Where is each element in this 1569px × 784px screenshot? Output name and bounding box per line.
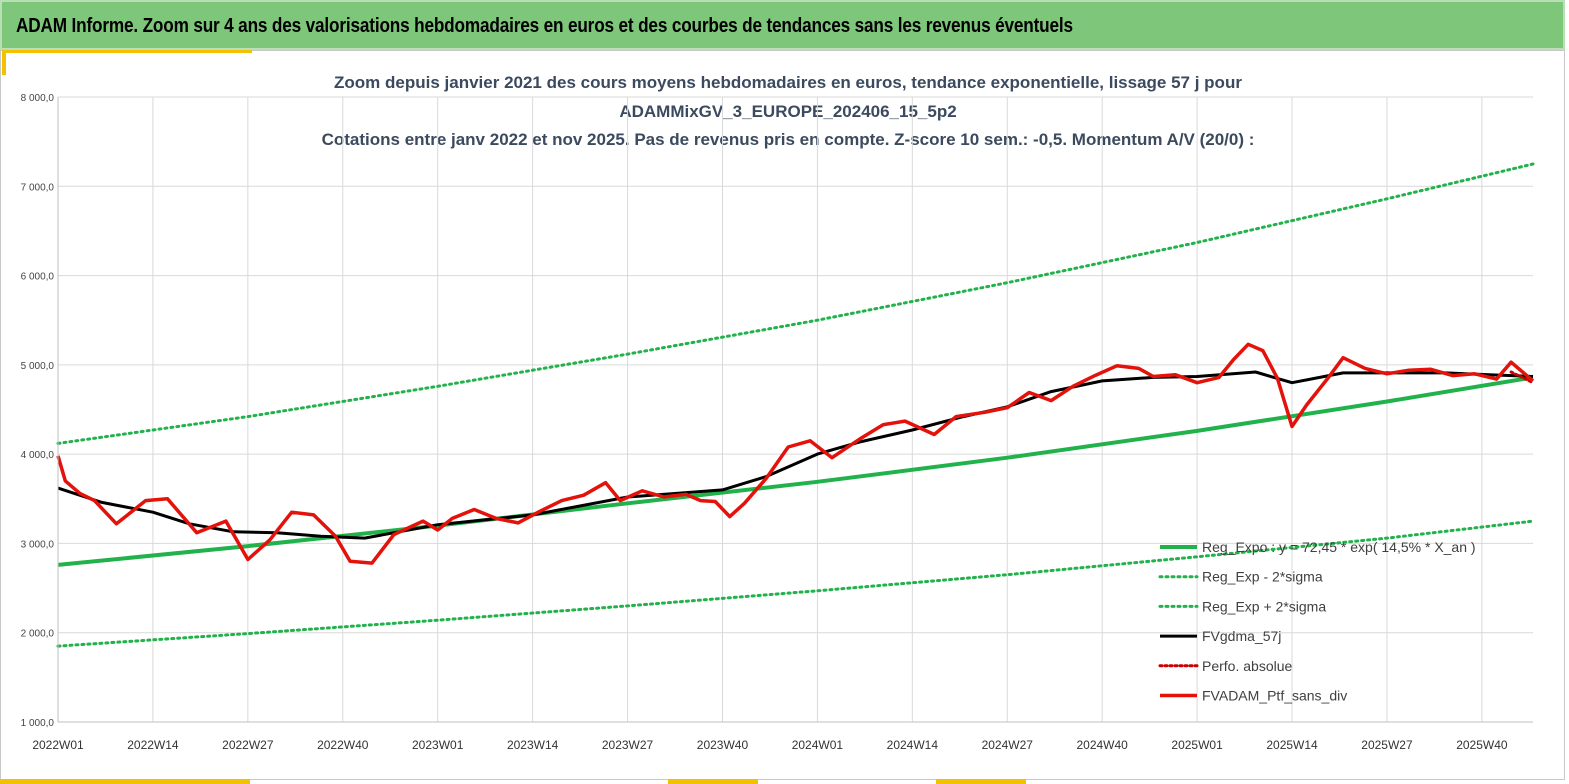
legend-label: FVgdma_57j [1202, 628, 1281, 644]
plot-area [56, 162, 1535, 648]
accent-bar-bottom-right [936, 779, 1026, 784]
page-title: ADAM Informe. Zoom sur 4 ans des valoris… [16, 15, 1073, 37]
legend-label: Perfo. absolue [1202, 658, 1292, 674]
x-tick-label: 2025W01 [1171, 738, 1223, 752]
x-tick-label: 2022W27 [222, 738, 274, 752]
y-tick-label: 2 000,0 [21, 629, 55, 640]
legend: Reg_Expo : y = 72,45 * exp( 14,5% * X_an… [1158, 539, 1476, 704]
header-bar: ADAM Informe. Zoom sur 4 ans des valoris… [0, 0, 1565, 50]
y-tick-label: 7 000,0 [21, 182, 55, 193]
x-tick-label: 2024W01 [792, 738, 844, 752]
accent-bar-bottom-mid [668, 779, 758, 784]
x-tick-label: 2023W01 [412, 738, 464, 752]
legend-label: Reg_Exp - 2*sigma [1202, 569, 1323, 585]
x-tick-label: 2023W40 [697, 738, 749, 752]
chart-title-line-3: Cotations entre janv 2022 et nov 2025. P… [322, 130, 1255, 149]
x-tick-label: 2023W27 [602, 738, 654, 752]
series-fvgdma-57j [57, 370, 1534, 540]
x-tick-label: 2025W27 [1361, 738, 1413, 752]
accent-bar-top-left [2, 50, 252, 53]
legend-label: Reg_Exp + 2*sigma [1202, 598, 1326, 614]
y-tick-label: 4 000,0 [21, 450, 55, 461]
x-tick-label: 2022W40 [317, 738, 369, 752]
grid [57, 96, 1533, 723]
series-reg-exp-plus-2sigma [56, 162, 1535, 445]
x-tick-label: 2024W27 [982, 738, 1034, 752]
legend-label: Reg_Expo : y = 72,45 * exp( 14,5% * X_an… [1202, 539, 1476, 555]
y-tick-label: 6 000,0 [21, 272, 55, 283]
y-tick-label: 8 000,0 [21, 93, 55, 104]
legend-label: FVADAM_Ptf_sans_div [1202, 688, 1347, 704]
y-tick-label: 3 000,0 [21, 539, 55, 550]
series-reg-exp-minus-2sigma [56, 519, 1535, 648]
x-tick-label: 2024W40 [1076, 738, 1128, 752]
x-tick-label: 2024W14 [887, 738, 939, 752]
chart-title: Zoom depuis janvier 2021 des cours moyen… [322, 73, 1255, 149]
accent-bar-left [2, 50, 6, 75]
x-tick-label: 2023W14 [507, 738, 559, 752]
y-tick-label: 1 000,0 [21, 718, 55, 729]
chart-title-line-1: Zoom depuis janvier 2021 des cours moyen… [334, 73, 1242, 92]
x-tick-label: 2025W14 [1266, 738, 1318, 752]
chart-frame [0, 50, 1565, 780]
x-tick-label: 2025W40 [1456, 738, 1508, 752]
series-reg-expo [57, 375, 1534, 567]
y-tick-label: 5 000,0 [21, 361, 55, 372]
accent-bar-bottom-left [0, 779, 250, 784]
chart-title-line-2: ADAMMixGV_3_EUROPE_202406_15_5p2 [619, 102, 956, 121]
series-fvadam-ptf [56, 342, 1535, 565]
series-perfo-absolue [1509, 370, 1535, 385]
x-tick-label: 2022W14 [127, 738, 179, 752]
x-tick-label: 2022W01 [32, 738, 84, 752]
axes: 1 000,0 2 000,0 3 000,0 4 000,0 5 000,0 6 000… [21, 93, 1533, 752]
